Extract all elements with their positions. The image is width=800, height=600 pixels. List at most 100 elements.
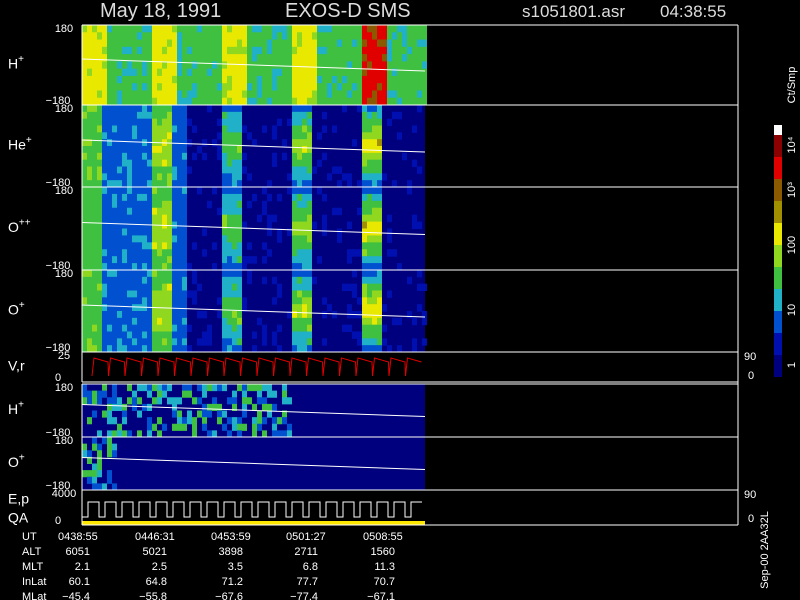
spectrogram-cell [377,324,382,332]
spectrogram-cell [142,146,147,154]
spectrogram-cell [132,68,137,77]
spectrogram-cell [322,68,327,77]
spectrogram-cell [377,270,382,278]
spectrogram-cell [407,68,412,77]
spectrogram-cell [257,423,262,431]
spectrogram-cell [222,68,227,77]
spectrogram-cell [97,159,102,167]
spectrogram-cell [277,46,282,55]
spectrogram-cell [357,39,362,48]
spectrogram-cell [122,46,127,55]
spectrogram-cell [192,90,197,99]
spectrogram-cell [217,90,222,99]
spectrogram-cell [307,132,312,140]
spectrogram-cell [107,152,112,161]
spectrogram-cell [297,54,302,62]
spectrogram-cell [417,90,422,99]
spectrogram-cell [122,270,127,278]
spectrogram-cell [187,417,192,425]
spectrogram-cell [172,317,177,326]
spectrogram-cell [227,46,232,55]
spectrogram-cell [97,483,102,491]
spectrogram-cell [232,345,237,353]
spectrogram-cell [147,290,152,298]
spectrogram-cell [102,324,107,332]
spectrogram-cell [307,270,312,278]
spectrogram-cell [152,193,157,202]
spectrogram-cell [232,221,237,229]
spectrogram-cell [237,384,242,392]
spectrogram-cell [127,105,132,113]
trace-line [81,404,426,417]
spectrogram-cell [92,152,97,161]
spectrogram-cell [87,152,92,161]
spectrogram-cell [97,242,102,250]
spectrogram-cell [307,235,312,243]
spectrogram-cell [132,180,137,188]
spectrogram-cell [117,61,122,70]
spectrogram-cell [137,139,142,147]
spectrogram-cell [222,200,227,209]
spectrogram-cell [292,180,297,188]
spectrogram-cell [177,276,182,285]
spectrogram-cell [232,304,237,312]
spectrogram-cell [147,249,152,257]
spectrogram-cell [232,54,237,62]
spectrogram-cell [142,256,147,264]
spectrogram-cell [367,105,372,113]
spectrogram-cell [252,256,257,264]
spectrogram-cell [292,283,297,291]
spectrogram-cell [337,166,342,174]
spectrogram-cell [162,242,167,250]
spectrogram-cell [227,270,232,278]
spectrogram-cell [112,90,117,99]
spectrogram-cell [277,97,282,106]
spectrogram-cell [257,384,262,392]
spectrogram-cell [232,290,237,298]
spectrogram-cell [127,221,132,229]
spectrogram-cell [287,118,292,126]
spectrogram-cell [217,25,222,33]
spectrogram-cell [377,304,382,312]
spectrogram-cell [317,90,322,99]
spectrogram-cell [242,403,247,411]
spectrogram-cell [97,68,102,77]
spectrogram-cell [352,290,357,298]
spectrogram-cell [92,324,97,332]
spectrogram-cell [282,68,287,77]
spectrogram-cell [257,68,262,77]
spectrogram-cell [377,200,382,209]
spectrogram-cell [107,430,112,438]
spectrogram-cell [282,410,287,418]
spectrogram-cell [277,283,282,291]
spectrogram-cell [122,97,127,106]
spectrogram-cell [122,75,127,84]
spectrogram-cell [257,397,262,405]
spectrogram-cell [232,403,237,411]
spectrogram-cell [102,111,107,120]
spectrogram-cell [332,54,337,62]
spectrogram-cell [327,39,332,48]
spectrogram-cell [327,25,332,33]
spectrogram-cell [157,118,162,126]
spectrogram-cell [172,297,177,305]
spectrogram-cell [152,75,157,84]
spectrogram-cell [112,228,117,236]
spectrogram-cell [157,263,162,271]
spectrogram-cell [397,111,402,120]
spectrogram-cell [92,290,97,298]
spectrogram-cell [367,139,372,147]
spectrogram-cell [157,242,162,250]
spectrogram-cell [317,32,322,41]
spectrogram-cell [237,125,242,133]
spectrogram-cell [137,207,142,216]
spectrogram-cell [307,68,312,77]
spectrogram-cell [182,61,187,70]
spectrogram-cell [237,193,242,202]
spectrogram-cell [152,146,157,154]
spectrogram-cell [397,39,402,48]
spectrogram-cell [107,75,112,84]
spectrogram-cell [372,180,377,188]
spectrogram-cell [237,297,242,305]
spectrogram-cell [282,39,287,48]
